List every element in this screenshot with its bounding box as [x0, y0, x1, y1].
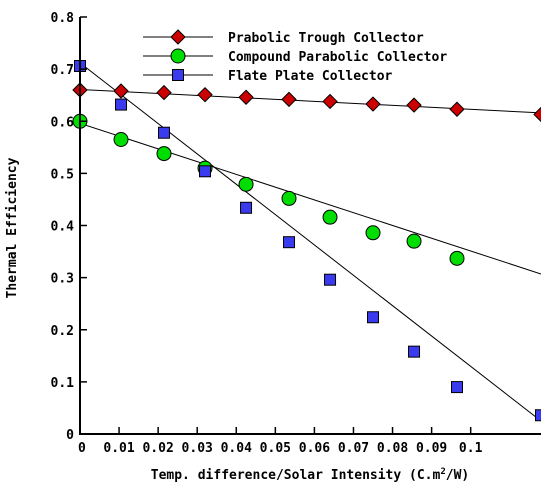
legend-marker-diamond	[170, 29, 186, 45]
y-axis-ticks: 0 0.1 0.2 0.3 0.4 0.5 0.6 0.7 0.8	[51, 11, 87, 443]
data-point-circle	[406, 233, 422, 249]
y-tick-label: 0.3	[51, 272, 74, 287]
data-point-diamond	[322, 93, 338, 110]
data-point-square	[199, 165, 212, 178]
y-tick-label: 0.1	[51, 376, 75, 391]
x-tick-label: 0.01	[103, 441, 134, 456]
series-markers	[72, 59, 541, 422]
data-point-diamond	[406, 97, 422, 113]
y-tick-label: 0	[66, 428, 74, 443]
x-tick-label: 0.1	[459, 441, 483, 456]
y-tick-label: 0.5	[51, 167, 74, 182]
data-point-square	[367, 311, 380, 324]
data-point-square	[408, 345, 421, 358]
data-point-square	[157, 126, 170, 139]
data-point-circle	[238, 176, 254, 192]
y-tick-label: 0.4	[51, 220, 75, 235]
data-point-circle	[156, 146, 172, 162]
data-point-circle	[322, 209, 338, 225]
series-line-2	[79, 62, 541, 422]
x-tick-label: 0.06	[299, 441, 330, 456]
x-tick-label: 0	[78, 441, 86, 456]
legend-label: Prabolic Trough Collector	[228, 31, 424, 46]
x-tick-label: 0.02	[142, 441, 173, 456]
data-point-square	[240, 201, 253, 214]
legend-label: Compound Parabolic Collector	[228, 50, 447, 65]
legend: Prabolic Trough Collector Compound Parabo…	[143, 29, 447, 84]
x-tick-label: 0.07	[338, 441, 369, 456]
x-axis-title: Temp. difference/Solar Intensity (C.m2/W…	[151, 467, 470, 483]
series-line-1	[79, 122, 541, 275]
data-point-diamond	[533, 106, 541, 123]
y-tick-label: 0.8	[51, 11, 75, 26]
x-tick-label: 0.09	[416, 441, 447, 456]
x-tick-label: 0.05	[260, 441, 291, 456]
x-tick-label: 0.08	[377, 441, 408, 456]
data-point-circle	[365, 225, 381, 241]
y-tick-label: 0.2	[51, 324, 74, 339]
legend-marker-square	[172, 69, 184, 81]
legend-marker-circle	[170, 48, 186, 64]
data-point-diamond	[113, 83, 129, 99]
data-point-circle	[113, 131, 129, 147]
data-point-diamond	[281, 91, 297, 108]
x-axis-ticks: 0 0.01 0.02 0.03 0.04 0.05 0.06 0.07 0.08 0.09 0.1	[78, 427, 483, 456]
data-point-square	[115, 98, 128, 111]
data-point-square	[451, 381, 464, 394]
y-axis-title: Thermal Efficiency	[5, 157, 20, 298]
data-point-square	[324, 273, 337, 286]
data-point-square	[535, 409, 541, 422]
x-tick-label: 0.04	[221, 441, 252, 456]
data-point-circle	[449, 250, 465, 266]
y-tick-label: 0.6	[51, 115, 75, 130]
data-point-diamond	[449, 101, 465, 117]
data-point-diamond	[197, 86, 213, 103]
y-tick-label: 0.7	[51, 63, 74, 78]
data-point-circle	[281, 190, 297, 206]
data-point-diamond	[156, 84, 172, 101]
data-point-diamond	[238, 89, 254, 105]
x-tick-label: 0.03	[182, 441, 213, 456]
legend-label: Flate Plate Collector	[228, 69, 393, 84]
data-point-square	[283, 236, 296, 249]
data-point-diamond	[365, 96, 381, 112]
